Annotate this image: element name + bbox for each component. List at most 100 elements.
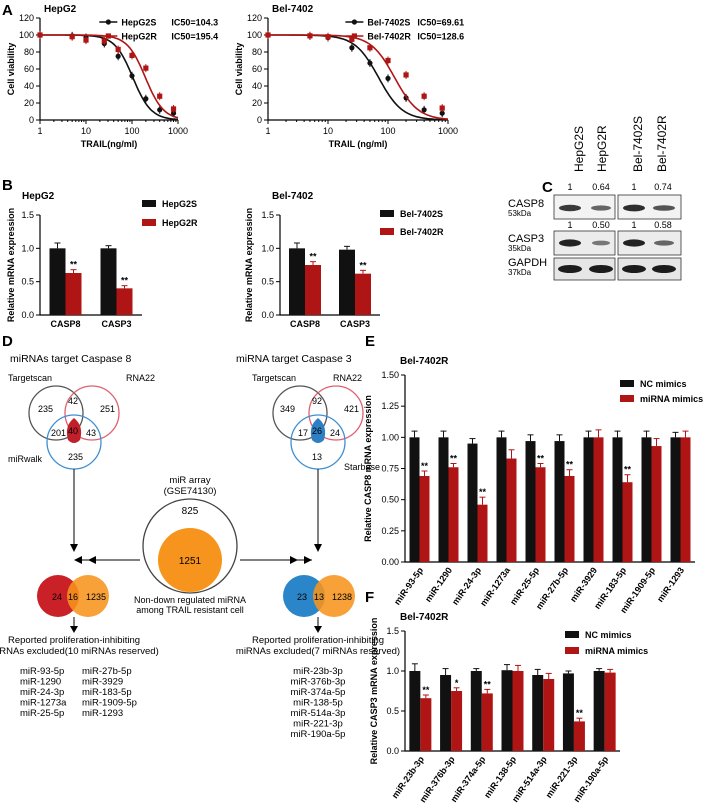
bar bbox=[583, 437, 594, 562]
mirna-list-item: miR-27b-5p bbox=[82, 666, 132, 677]
x-tick-label: miR-1290 bbox=[423, 565, 454, 604]
significance-mark: ** bbox=[450, 454, 458, 464]
legend-label: NC mimics bbox=[640, 379, 687, 389]
y-tick-label: 0.25 bbox=[381, 526, 399, 536]
bar bbox=[612, 437, 623, 562]
bar bbox=[409, 437, 420, 562]
data-point bbox=[170, 110, 177, 116]
arrow-head bbox=[304, 556, 312, 564]
y-axis-label: Cell viability bbox=[6, 43, 16, 96]
venn-num: 43 bbox=[86, 428, 96, 438]
x-tick-label: 1000 bbox=[438, 126, 458, 136]
venn-label: Starbase bbox=[344, 462, 380, 472]
bar bbox=[506, 458, 517, 562]
significance-mark: ** bbox=[309, 252, 317, 262]
legend-ic50: IC50=69.61 bbox=[417, 18, 464, 28]
bar bbox=[554, 441, 565, 562]
venn2-right-b bbox=[313, 575, 355, 617]
y-tick-label: 40 bbox=[252, 81, 262, 91]
significance-mark: ** bbox=[421, 461, 429, 471]
bar bbox=[593, 671, 605, 751]
axis bbox=[39, 18, 178, 121]
array-title: miR array bbox=[169, 475, 210, 486]
bar bbox=[339, 249, 355, 315]
panel-label-b: B bbox=[2, 177, 13, 194]
left-caption: Reported proliferation-inhibiting bbox=[8, 635, 140, 646]
venn2-left-a bbox=[37, 575, 79, 617]
venn-num: 251 bbox=[100, 404, 115, 414]
fit-curve bbox=[40, 34, 179, 121]
venn2-num: 13 bbox=[314, 592, 324, 602]
array-caption: Non-down regulated miRNA bbox=[134, 595, 246, 605]
venn-right-title: miRNA target Caspase 3 bbox=[236, 353, 352, 365]
band bbox=[558, 265, 582, 273]
x-tick-label: CASP3 bbox=[101, 319, 131, 329]
data-point bbox=[157, 93, 163, 99]
venn2-right-a bbox=[283, 575, 325, 617]
left-caption: miRNAs excluded(10 miRNAs reserved) bbox=[0, 646, 159, 657]
data-point bbox=[349, 36, 355, 42]
bar bbox=[49, 248, 66, 315]
blot-kda-casp3: 35kDa bbox=[508, 244, 532, 253]
array-inner-circle bbox=[158, 528, 222, 592]
legend-label: HepG2R bbox=[121, 32, 157, 42]
venn-label: miRwalk bbox=[8, 454, 43, 464]
legend-marker bbox=[351, 33, 357, 39]
venn2-num: 23 bbox=[297, 592, 307, 602]
fit-curve bbox=[40, 34, 179, 119]
significance-mark: * bbox=[455, 678, 459, 688]
significance-mark: ** bbox=[359, 260, 367, 270]
x-tick-label: CASP8 bbox=[290, 319, 320, 329]
mirna-list-item: miR-1290 bbox=[20, 677, 61, 688]
venn-center-blue bbox=[310, 418, 326, 443]
venn-circle-targetscan bbox=[28, 385, 84, 441]
data-point bbox=[143, 65, 149, 71]
legend-label: HepG2R bbox=[162, 218, 198, 228]
legend-label: Bel-7402R bbox=[400, 227, 444, 237]
arrow-head bbox=[70, 626, 78, 633]
legend-swatch bbox=[380, 228, 394, 235]
y-tick-label: 0.75 bbox=[381, 464, 399, 474]
bar bbox=[438, 437, 449, 562]
venn-num: 201 bbox=[51, 428, 66, 438]
venn-num: 13 bbox=[312, 452, 322, 462]
y-tick-label: 60 bbox=[252, 64, 262, 74]
bar bbox=[532, 675, 544, 751]
blot-box-gapdh-right bbox=[617, 257, 682, 281]
legend-swatch bbox=[565, 647, 579, 654]
y-tick-label: 0.5 bbox=[386, 706, 399, 716]
significance-mark: ** bbox=[484, 679, 492, 689]
bar bbox=[512, 671, 524, 751]
legend-label: Bel-7402S bbox=[367, 18, 410, 28]
chart-title: Bel-7402 bbox=[272, 191, 314, 202]
bar bbox=[289, 248, 305, 315]
right-mirna-list: miR-23b-3pmiR-376b-3pmiR-374a-5pmiR-138-… bbox=[291, 666, 346, 740]
bar bbox=[622, 482, 633, 562]
data-point bbox=[421, 107, 427, 113]
band bbox=[653, 205, 675, 211]
blot-kda-gapdh: 37kDa bbox=[508, 268, 532, 277]
casp3-ratio: 1 bbox=[631, 220, 636, 230]
y-tick-label: 100 bbox=[247, 30, 262, 40]
venn-label: RNA22 bbox=[333, 373, 362, 383]
data-point bbox=[385, 57, 391, 64]
bar bbox=[116, 288, 133, 315]
array-sub: (GSE74130) bbox=[164, 486, 217, 497]
y-tick-label: 1.0 bbox=[386, 666, 399, 676]
blot-row-casp8: CASP8 bbox=[508, 198, 544, 210]
data-point bbox=[367, 60, 373, 66]
venn-left-title: miRNAs target Caspase 8 bbox=[10, 353, 132, 365]
legend-label: miRNA mimics bbox=[585, 646, 648, 656]
bar bbox=[564, 475, 575, 562]
venn-circle-rna22 bbox=[64, 385, 120, 441]
band bbox=[592, 240, 610, 246]
venn-num: 421 bbox=[344, 404, 359, 414]
venn-num: 24 bbox=[330, 428, 340, 438]
bar bbox=[100, 248, 117, 315]
blot-col-label: Bel-7402S bbox=[631, 116, 645, 172]
y-tick-label: 1.25 bbox=[381, 401, 399, 411]
venn-num: 40 bbox=[68, 426, 78, 436]
blot-col-label: HepG2S bbox=[572, 126, 586, 172]
venn-circle-targetscan bbox=[272, 385, 328, 441]
